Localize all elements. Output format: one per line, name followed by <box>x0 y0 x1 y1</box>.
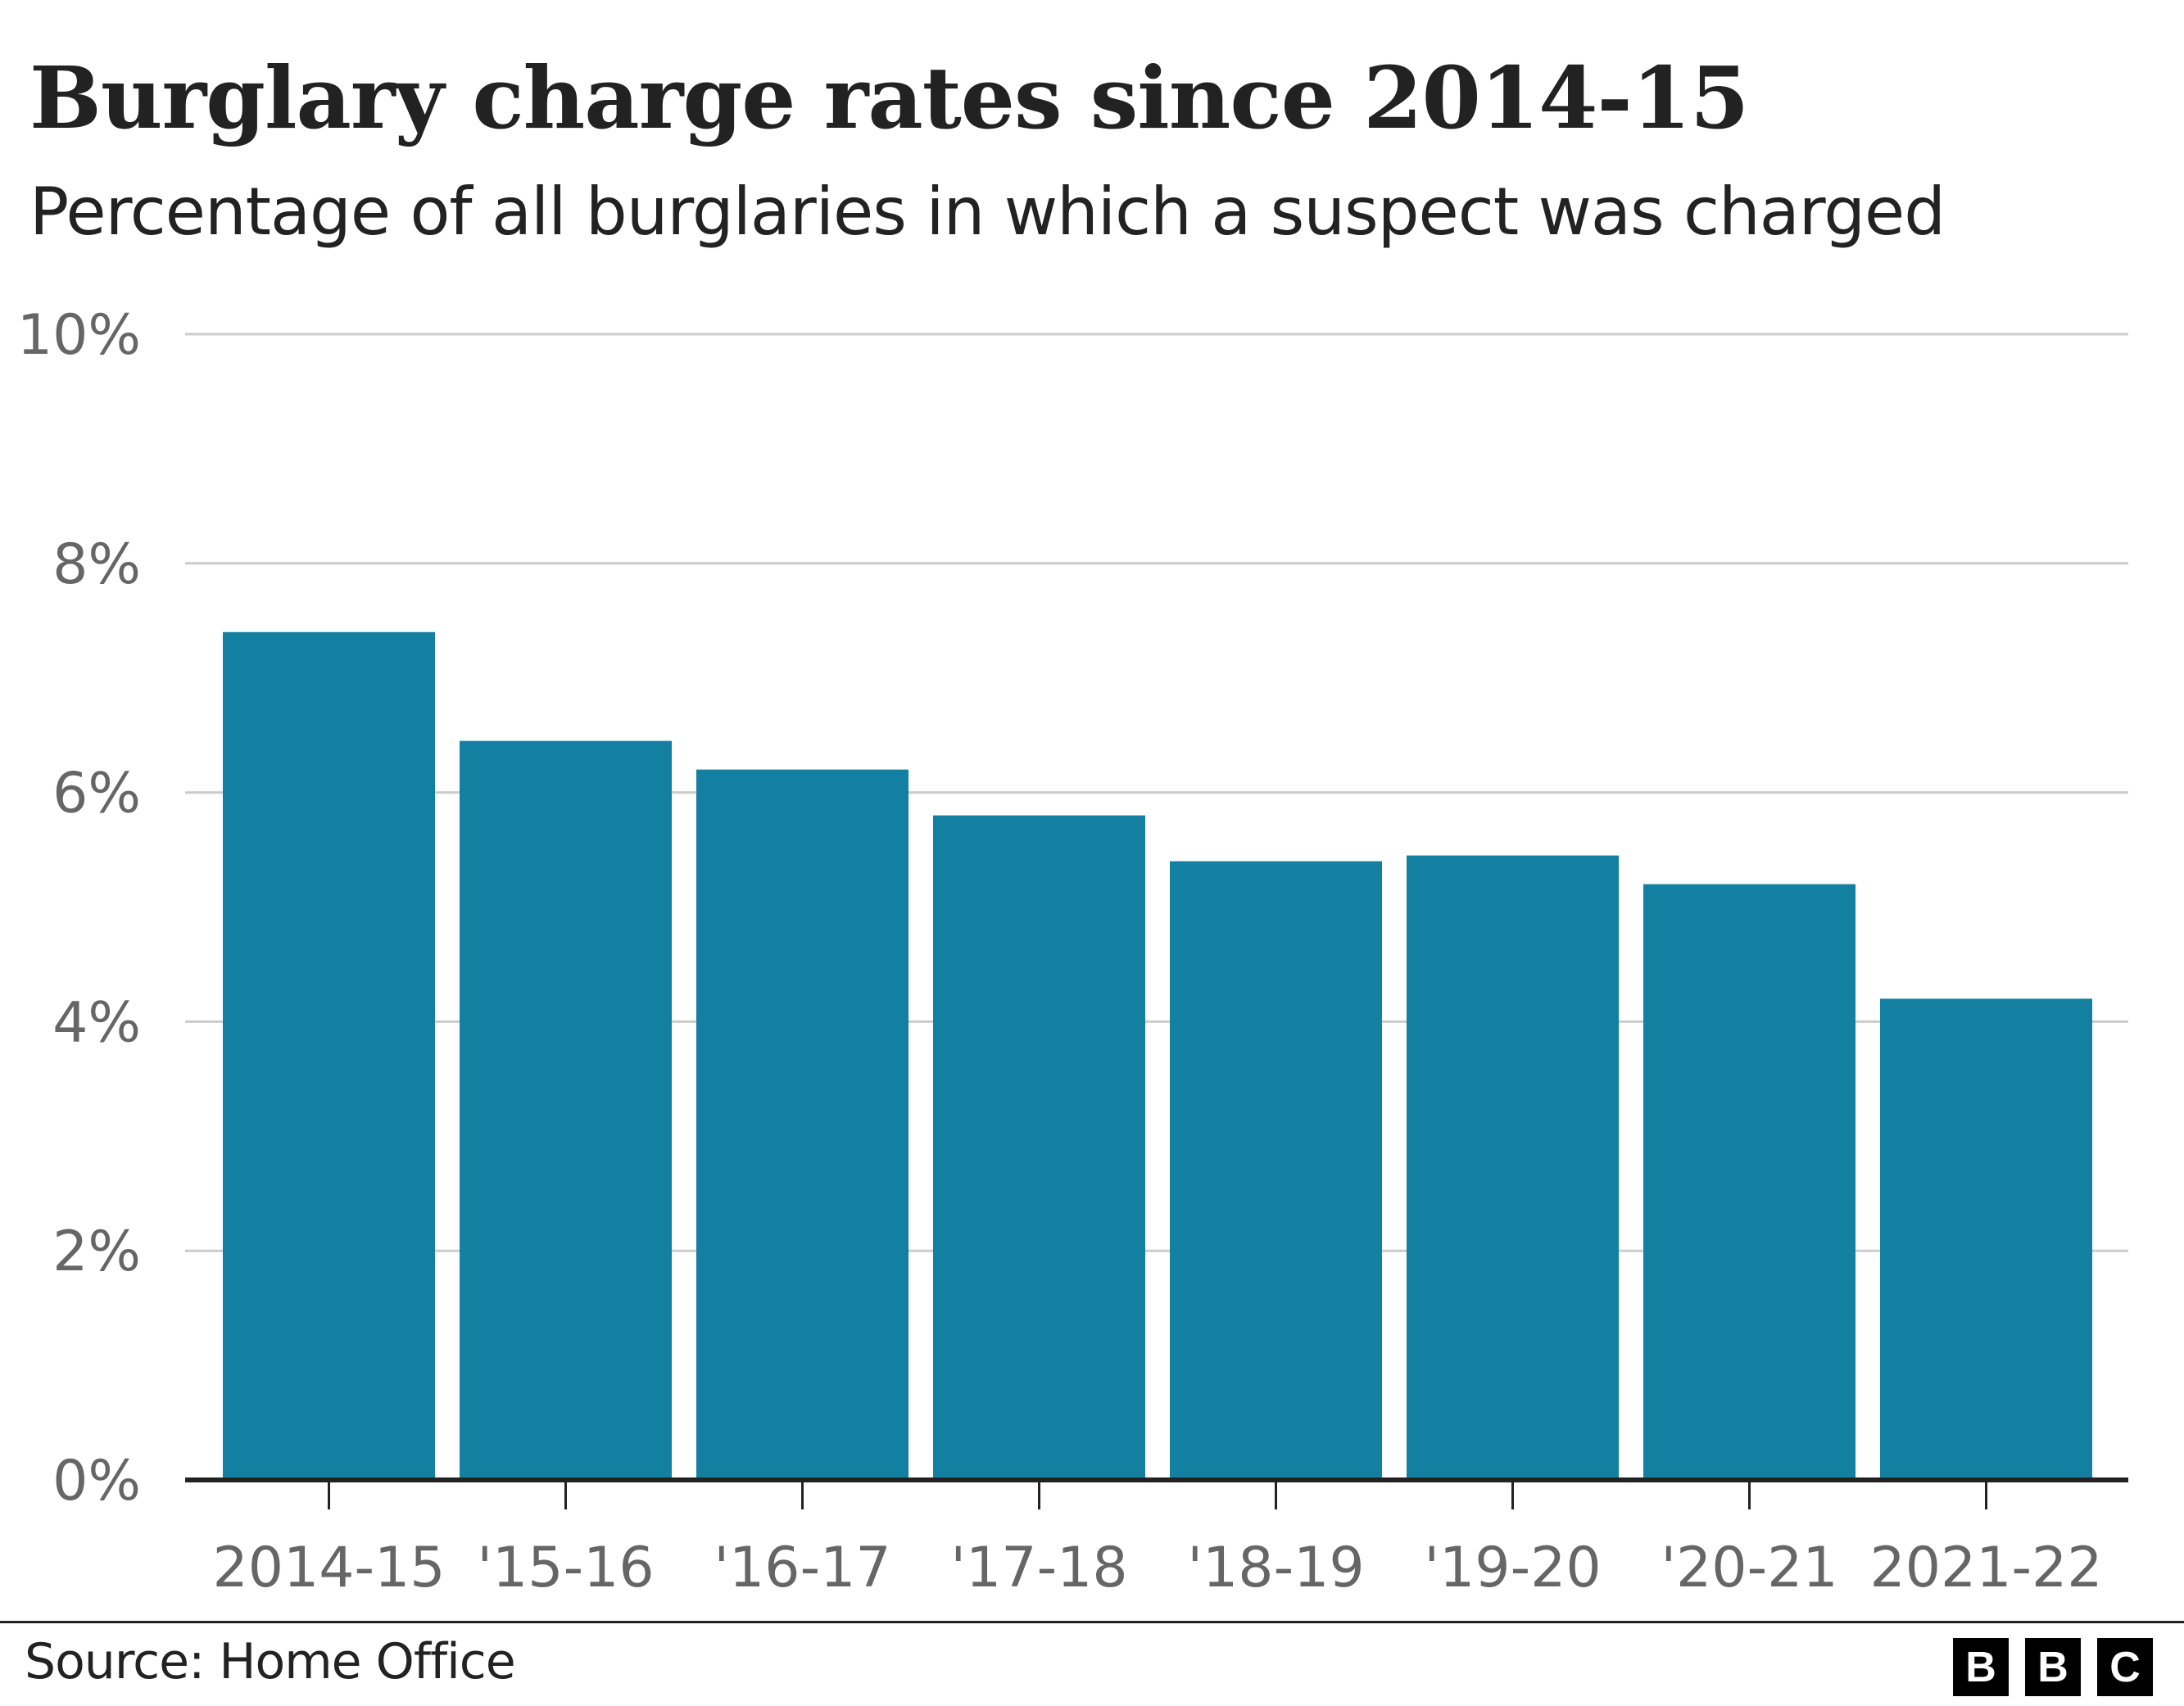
bar <box>1880 998 2092 1480</box>
bar <box>1407 855 1619 1480</box>
x-tick-label: '16-17 <box>714 1536 890 1600</box>
y-tick-label: 4% <box>52 990 141 1055</box>
logo-letter: B <box>1953 1638 2009 1696</box>
y-tick-label: 6% <box>52 762 141 826</box>
y-tick-label: 10% <box>17 303 141 368</box>
logo-letter: B <box>2025 1638 2081 1696</box>
x-tick-label: '19-20 <box>1424 1536 1601 1600</box>
y-tick-label: 2% <box>52 1220 141 1284</box>
bar-chart: 0% 2% 4% 6% 8% 10% 2014-15 '15-16 '16-17 '17-18 '1… <box>17 303 2128 1600</box>
bbc-logo: B B C <box>1953 1638 2153 1696</box>
logo-letter: C <box>2097 1638 2153 1696</box>
bar <box>696 769 908 1480</box>
chart-subtitle: Percentage of all burglaries in which a … <box>29 174 1946 250</box>
x-tick-label: '17-18 <box>950 1536 1127 1600</box>
bar <box>1643 884 1855 1480</box>
x-tick-label: '18-19 <box>1187 1536 1364 1600</box>
bar <box>223 631 435 1480</box>
bar <box>1170 861 1382 1480</box>
chart-title: Burglary charge rates since 2014-15 <box>29 48 1749 148</box>
bar <box>460 740 672 1480</box>
x-tick-label: 2021-22 <box>1869 1536 2102 1600</box>
y-tick-label: 8% <box>52 532 141 597</box>
x-tick-label: 2014-15 <box>212 1536 445 1600</box>
y-tick-label: 0% <box>52 1449 141 1514</box>
x-tick-label: '15-16 <box>477 1536 654 1600</box>
bar <box>933 815 1145 1480</box>
footer-divider <box>0 1621 2184 1623</box>
x-tick-label: '20-21 <box>1661 1536 1837 1600</box>
source-note: Source: Home Office <box>25 1633 516 1690</box>
